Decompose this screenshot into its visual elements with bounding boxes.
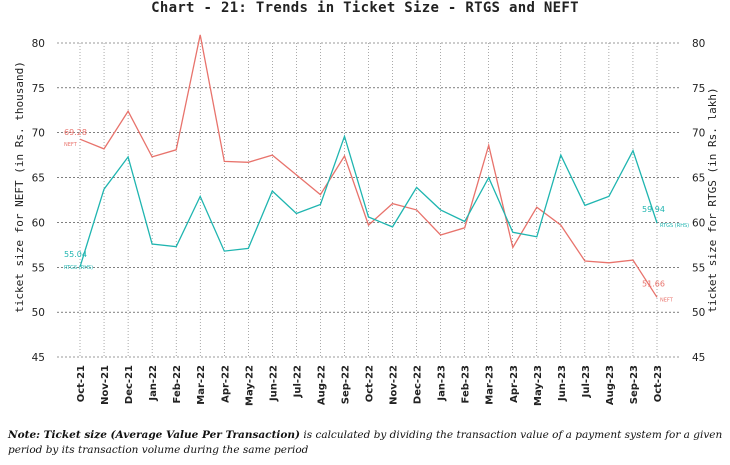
grid-lines <box>57 42 680 358</box>
x-tick-label: Feb-23 <box>461 365 472 403</box>
y-tick-label-left: 60 <box>32 217 45 229</box>
chart-title: Chart - 21: Trends in Ticket Size - RTGS… <box>151 0 579 16</box>
x-tick-label: Jun-23 <box>557 365 568 402</box>
y-tick-label-right: 80 <box>692 38 705 50</box>
x-tick-label: Jan-23 <box>437 365 448 402</box>
y-tick-label-right: 70 <box>692 128 705 140</box>
series-line-neft <box>79 34 658 298</box>
y-tick-label-left: 50 <box>32 307 45 319</box>
x-tick-label: Jul-23 <box>581 365 592 398</box>
x-tick-label: Oct-21 <box>76 365 87 402</box>
note-text: is calculated by dividing the transactio… <box>8 429 723 456</box>
y-tick-label-left: 70 <box>32 128 45 140</box>
series-line-rtgs <box>79 134 658 268</box>
line-chart: 45 45 50 50 55 55 60 60 65 65 70 70 75 75 80 80 Oct-21 No… <box>13 34 719 406</box>
x-tick-label: Mar-23 <box>485 365 496 405</box>
x-tick-label: May-23 <box>533 365 544 406</box>
y-tick-label-right: 75 <box>692 83 705 95</box>
x-tick-label: Nov-22 <box>389 365 400 405</box>
y-tick-label-right: 65 <box>692 173 705 185</box>
x-tick-label: Feb-22 <box>172 365 183 403</box>
rtgs-end-name: RTGS (RHS) <box>660 223 689 229</box>
y-tick-label-right: 50 <box>692 307 705 319</box>
neft-end-name: NEFT <box>660 297 674 303</box>
y-tick-label-right: 55 <box>692 262 705 274</box>
y-tick-label-left: 45 <box>32 352 45 364</box>
x-tick-label: Apr-22 <box>220 365 231 403</box>
x-tick-label: Oct-23 <box>653 365 664 402</box>
note-bold-term: Ticket size (Average Value Per Transacti… <box>43 429 301 441</box>
x-tick-label: Jun-22 <box>268 365 279 402</box>
x-tick-label: Mar-22 <box>196 365 207 405</box>
axes: 45 45 50 50 55 55 60 60 65 65 70 70 75 75 80 80 Oct-21 No… <box>32 38 706 406</box>
rtgs-start-value: 55.04 <box>64 250 87 259</box>
x-tick-label: Aug-22 <box>316 365 327 405</box>
neft-start-name: NEFT <box>64 142 78 148</box>
x-tick-label: Dec-22 <box>413 365 424 404</box>
neft-end-value: 51.66 <box>642 279 665 288</box>
x-tick-label: Dec-21 <box>124 365 135 404</box>
y-tick-label-right: 45 <box>692 352 705 364</box>
rtgs-start-name: RTGS (RHS) <box>64 265 93 271</box>
y-tick-label-right: 60 <box>692 217 705 229</box>
x-tick-label: Apr-23 <box>509 365 520 403</box>
data-labels: 69.28 NEFT 55.04 RTGS (RHS) 51.66 NEFT 59.94 RT… <box>64 128 689 303</box>
x-tick-label: Jul-22 <box>292 365 303 398</box>
note-prefix: Note: <box>8 429 44 441</box>
x-tick-label: Aug-23 <box>605 365 616 405</box>
x-tick-label: Nov-21 <box>100 365 111 405</box>
neft-start-value: 69.28 <box>64 128 87 137</box>
x-tick-label: Jan-22 <box>148 365 159 402</box>
x-tick-label: Sep-22 <box>340 365 351 404</box>
y-tick-label-left: 80 <box>32 38 45 50</box>
rtgs-end-value: 59.94 <box>642 205 665 214</box>
x-tick-label: May-22 <box>244 365 255 406</box>
y-tick-label-left: 75 <box>32 83 45 95</box>
x-tick-label: Sep-23 <box>629 365 640 404</box>
x-tick-label: Oct-22 <box>365 365 376 402</box>
y-tick-label-left: 65 <box>32 173 45 185</box>
y-tick-label-left: 55 <box>32 262 45 274</box>
y-axis-left-label: ticket size for NEFT (in Rs. thousand) <box>13 61 26 313</box>
footnote: Note: Ticket size (Average Value Per Tra… <box>8 428 723 458</box>
y-axis-right-label: ticket size for RTGS (in Rs. lakh) <box>706 87 719 312</box>
series-lines <box>79 34 658 298</box>
